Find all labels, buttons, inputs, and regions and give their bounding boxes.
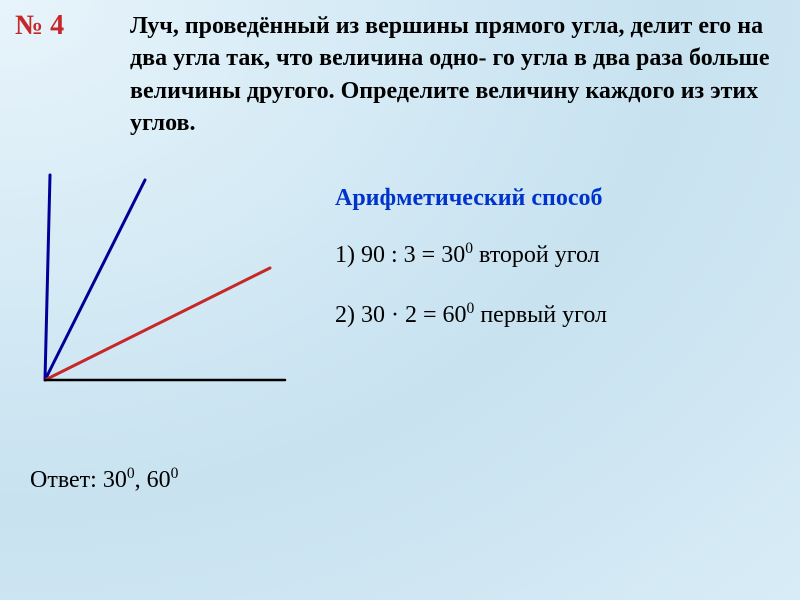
step2-text: 2) 30 · 2 = 60 [335,302,467,328]
degree-sup: 0 [127,465,135,482]
answer-line: Ответ: 300, 600 [30,465,178,494]
step2-suffix: первый угол [474,302,607,328]
degree-sup: 0 [465,240,473,257]
solution-step-2: 2) 30 · 2 = 600 первый угол [335,300,607,329]
method-title: Арифметический способ [335,185,602,212]
problem-number: № 4 [15,10,64,42]
step1-text: 1) 90 : 3 = 30 [335,242,465,268]
angle-diagram [20,160,300,410]
problem-text: Луч, проведённый из вершины прямого угла… [130,10,785,140]
answer-sep: , 60 [135,467,171,493]
solution-step-1: 1) 90 : 3 = 300 второй угол [335,240,600,269]
answer-label: Ответ: 30 [30,467,127,493]
step1-suffix: второй угол [473,242,600,268]
degree-sup: 0 [171,465,179,482]
